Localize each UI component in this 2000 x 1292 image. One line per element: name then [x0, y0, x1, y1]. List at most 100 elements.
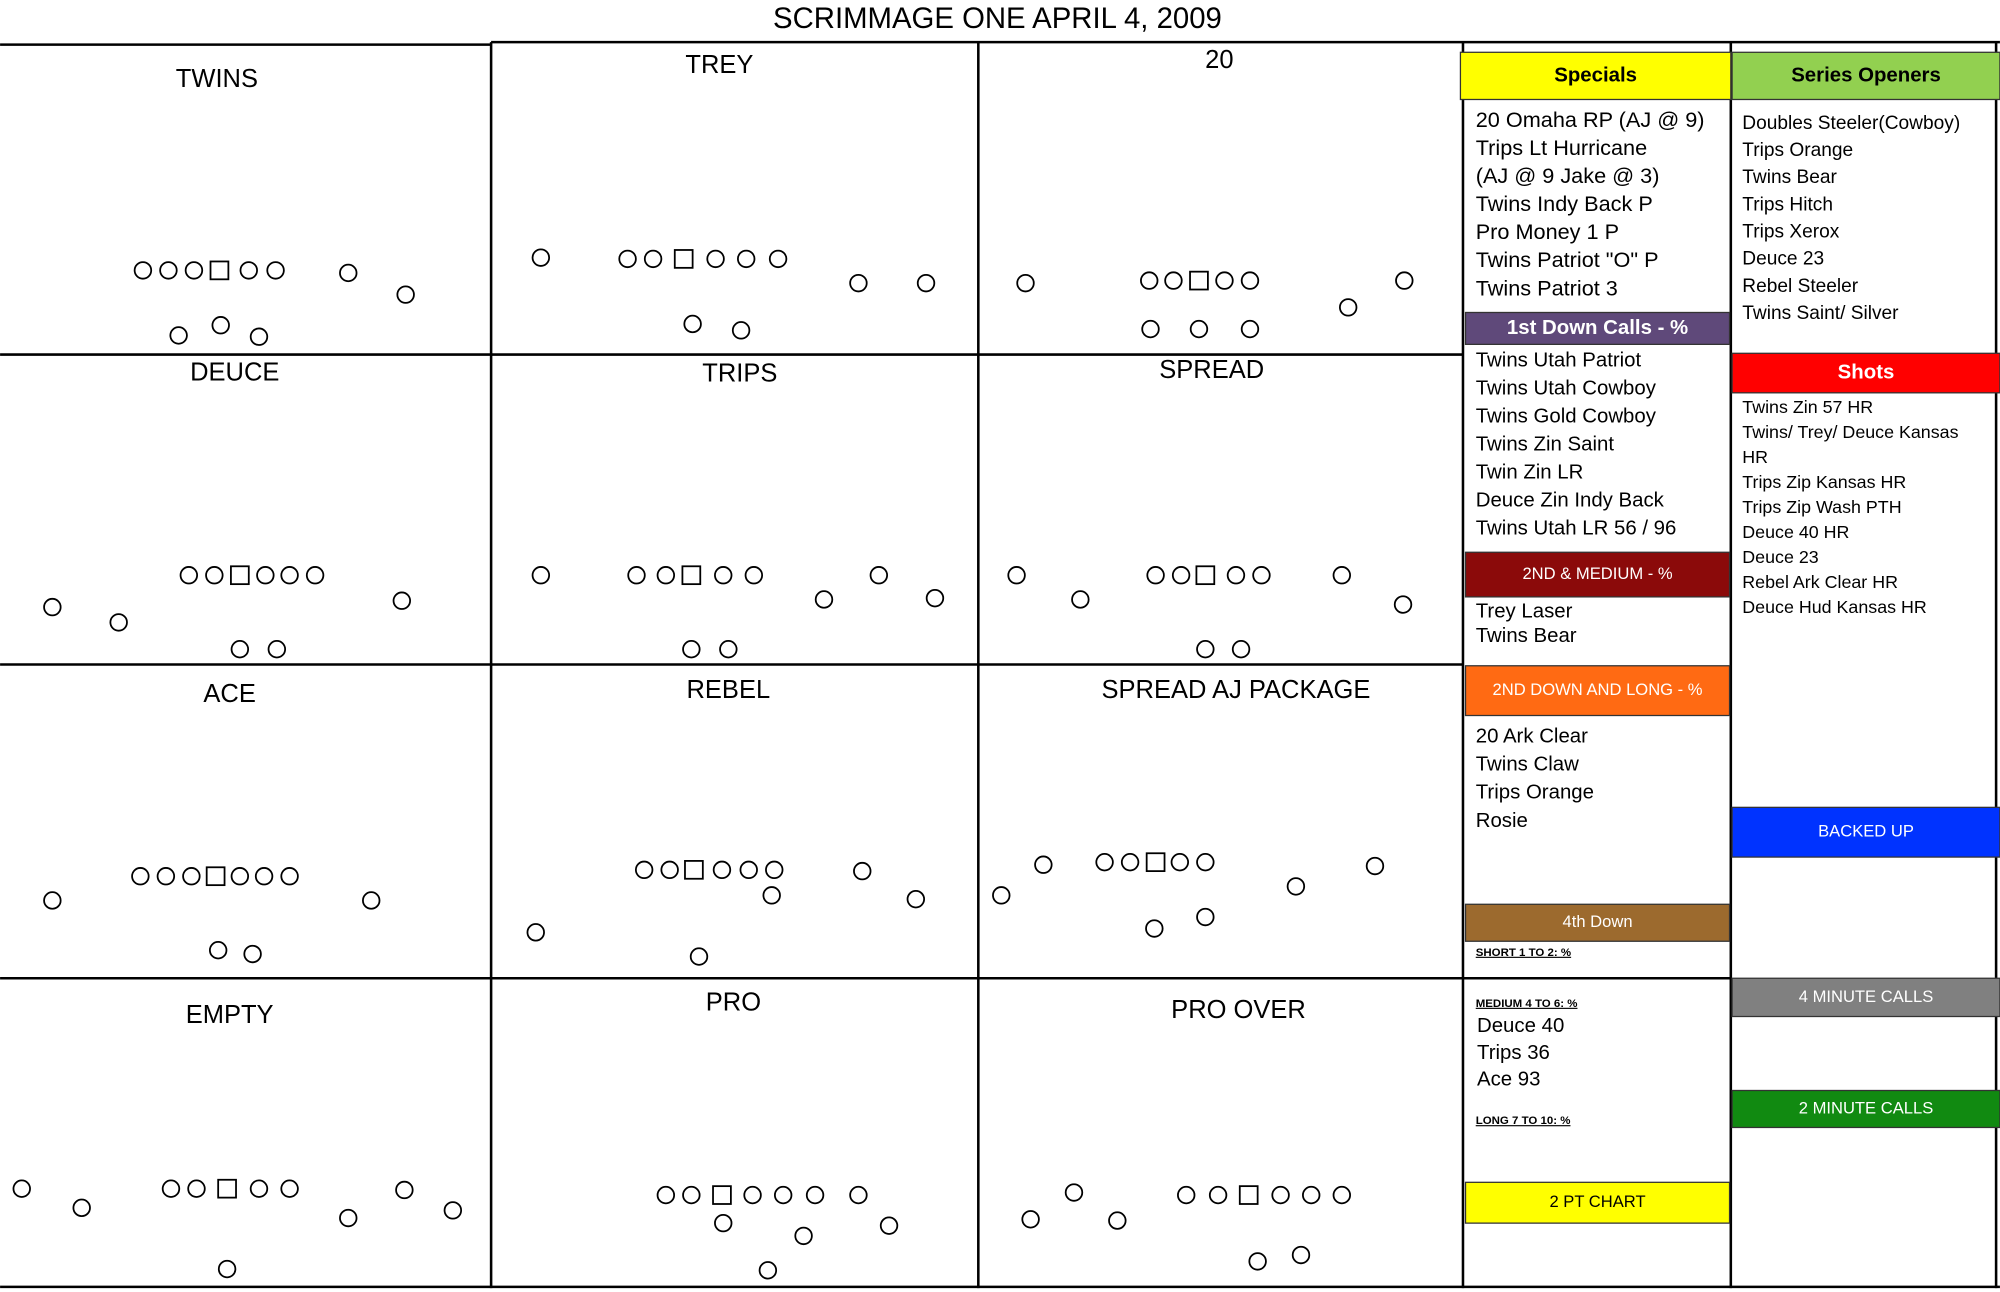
call-item: Twins/ Trey/ Deuce Kansas [1742, 422, 1958, 442]
call-item: Trips Xerox [1742, 221, 1840, 242]
player [656, 566, 676, 585]
player [814, 590, 834, 609]
player [773, 1185, 793, 1205]
call-item: Doubles Steeler(Cowboy) [1742, 113, 1960, 134]
section-header: Shots [1838, 361, 1895, 383]
section-header-bg [1731, 51, 2000, 101]
player [280, 867, 299, 886]
player [743, 1185, 762, 1205]
player [1240, 271, 1260, 290]
player [737, 249, 756, 269]
player [1196, 907, 1215, 927]
section-header: 4th Down [1563, 912, 1633, 931]
player [849, 1185, 868, 1205]
call-item: Trips Zip Kansas HR [1742, 472, 1906, 492]
player [1021, 1210, 1040, 1229]
call-item: Twins Indy Back P [1476, 191, 1653, 216]
player [1208, 1185, 1228, 1205]
section-header-bg [1464, 665, 1731, 717]
call-item: HR [1742, 447, 1768, 467]
player [249, 1179, 269, 1198]
call-item: Rosie [1476, 810, 1528, 832]
player [731, 321, 751, 340]
section-header-bg [1459, 51, 1732, 101]
player [1196, 853, 1215, 872]
call-item: Twins Utah Cowboy [1476, 377, 1657, 399]
player [396, 285, 415, 304]
player [706, 249, 725, 269]
call-item: Deuce 23 [1742, 249, 1824, 270]
player-center [673, 249, 694, 269]
player-center [1195, 565, 1216, 586]
player [239, 261, 258, 280]
formation-name: PRO [706, 988, 761, 1016]
player [879, 1216, 899, 1235]
player [266, 261, 285, 280]
player [1231, 640, 1251, 659]
player [392, 591, 412, 610]
call-item: Rebel Steeler [1742, 276, 1859, 297]
player [765, 860, 784, 880]
call-item: Deuce 40 HR [1742, 522, 1849, 542]
player [1302, 1185, 1321, 1205]
section-header-bg [1464, 903, 1731, 942]
formation-name: EMPTY [186, 1001, 274, 1029]
player [217, 1259, 237, 1279]
player [280, 566, 299, 585]
player [719, 640, 738, 659]
player [714, 1213, 733, 1233]
formation-name: 20 [1205, 46, 1233, 74]
player [43, 891, 62, 910]
player [853, 861, 872, 881]
player [1252, 566, 1271, 585]
call-item: Twins Utah Patriot [1476, 349, 1642, 371]
player-center [712, 1185, 732, 1205]
call-item: Twins Bear [1476, 625, 1577, 647]
player [1034, 855, 1053, 874]
player [362, 891, 381, 910]
player [618, 249, 637, 269]
player-center [1238, 1185, 1259, 1205]
player [230, 867, 250, 886]
call-item: Deuce Zin Indy Back [1476, 490, 1665, 512]
formation-name: TRIPS [702, 360, 777, 388]
player [643, 249, 663, 269]
player [131, 867, 150, 886]
player [1120, 853, 1140, 872]
player [1189, 319, 1209, 339]
formation-name: SPREAD [1159, 356, 1264, 384]
player [682, 640, 701, 659]
formation-name: REBEL [687, 676, 771, 704]
call-item: Ace 93 [1477, 1069, 1540, 1091]
player [43, 597, 62, 617]
grid [0, 40, 2000, 1289]
call-item: Trips Hitch [1742, 194, 1833, 215]
player [1141, 319, 1160, 339]
player-center [681, 565, 702, 586]
player [169, 326, 188, 345]
player [794, 1226, 813, 1246]
player [182, 867, 201, 886]
player-center [1145, 852, 1166, 873]
player-center [1189, 270, 1209, 291]
call-item: Trips Orange [1476, 782, 1594, 804]
call-item: Twin Zin LR [1476, 462, 1584, 484]
player [1365, 856, 1385, 876]
player [1108, 1211, 1127, 1230]
section-header: Specials [1554, 64, 1637, 86]
player [712, 860, 732, 880]
call-item: Trips Orange [1742, 140, 1853, 161]
player-center [209, 260, 230, 281]
section-header: 2ND & MEDIUM - % [1522, 564, 1672, 583]
player [267, 640, 287, 659]
player [531, 248, 551, 267]
player [916, 273, 936, 293]
player [758, 1261, 778, 1280]
player [211, 316, 230, 335]
player [243, 944, 262, 964]
player [109, 613, 128, 632]
player [156, 867, 176, 886]
player [656, 1185, 676, 1205]
